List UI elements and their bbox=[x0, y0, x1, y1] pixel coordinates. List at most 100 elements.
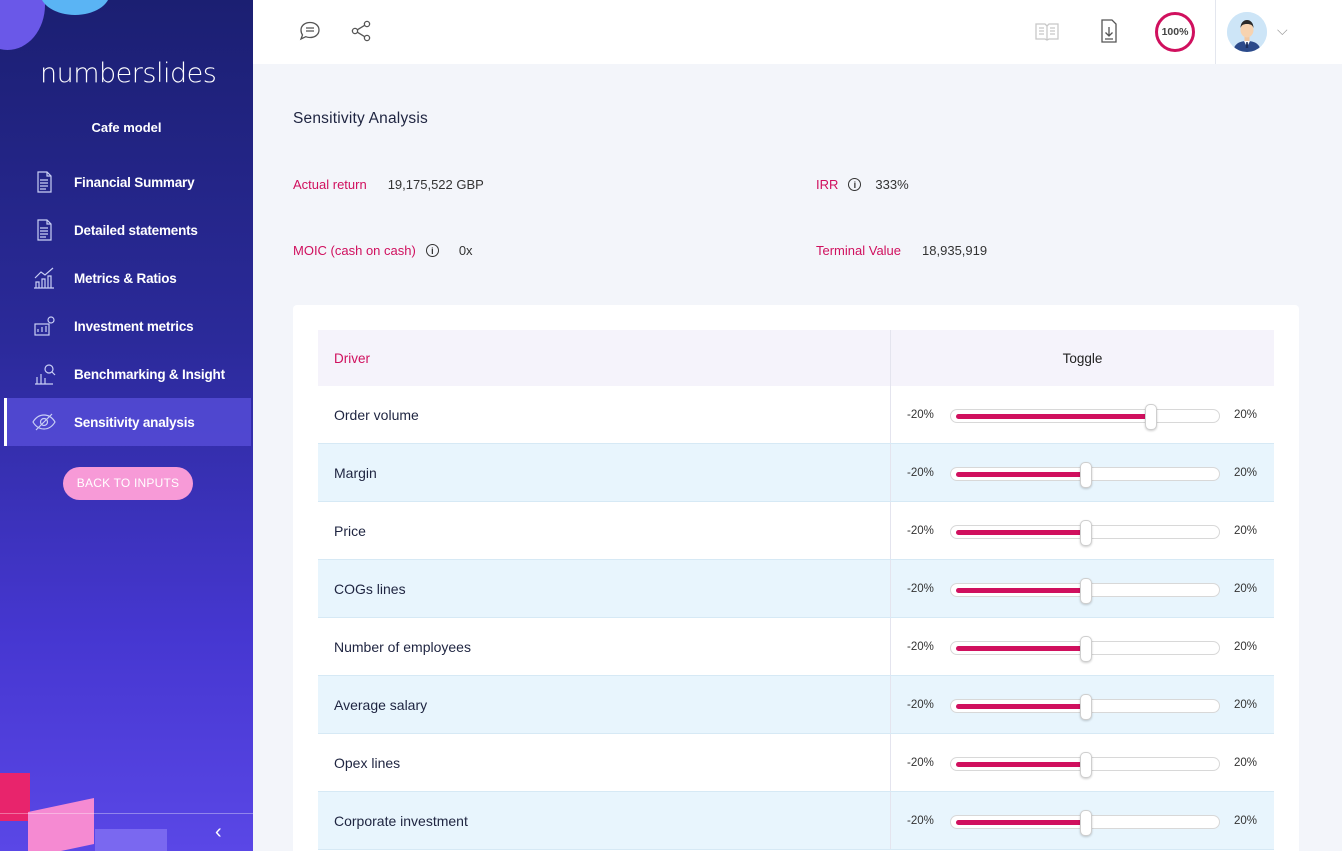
sensitivity-slider[interactable] bbox=[950, 520, 1220, 546]
model-name: Cafe model bbox=[91, 120, 162, 135]
back-to-inputs-button[interactable]: BACK TO INPUTS bbox=[63, 467, 193, 500]
slider-thumb[interactable] bbox=[1080, 694, 1092, 720]
metric-terminal-value: Terminal Value 18,935,919 bbox=[816, 243, 987, 258]
metric-value: 333% bbox=[875, 177, 909, 192]
slider-fill bbox=[956, 414, 1148, 419]
slider-fill bbox=[956, 530, 1083, 535]
document-icon bbox=[30, 169, 58, 195]
table-row: Opex lines -20% 20% bbox=[318, 734, 1274, 792]
collapse-sidebar-icon[interactable]: ‹ bbox=[215, 821, 222, 843]
metric-value: 0x bbox=[458, 243, 473, 258]
driver-name: Number of employees bbox=[318, 618, 891, 675]
sensitivity-slider[interactable] bbox=[950, 636, 1220, 662]
sensitivity-slider[interactable] bbox=[950, 462, 1220, 488]
metric-label: IRR bbox=[816, 177, 839, 192]
range-max-label: 20% bbox=[1234, 698, 1258, 711]
range-max-label: 20% bbox=[1234, 756, 1258, 769]
slider-thumb[interactable] bbox=[1080, 810, 1092, 836]
slider-fill bbox=[956, 762, 1083, 767]
slider-fill bbox=[956, 646, 1083, 651]
sensitivity-card: Driver Toggle Order volume -20% 20% Margin -… bbox=[293, 305, 1299, 851]
eye-icon bbox=[30, 409, 58, 435]
sidebar-item-label: Detailed statements bbox=[74, 222, 198, 238]
sensitivity-slider[interactable] bbox=[950, 752, 1220, 778]
chevron-down-icon[interactable]: ⌵ bbox=[1277, 22, 1288, 38]
toggle-cell: -20% 20% bbox=[891, 444, 1274, 501]
sidebar-item-label: Investment metrics bbox=[74, 318, 194, 334]
sensitivity-slider[interactable] bbox=[950, 694, 1220, 720]
metric-label: Terminal Value bbox=[816, 243, 902, 258]
document-icon bbox=[30, 217, 58, 243]
table-row: Number of employees -20% 20% bbox=[318, 618, 1274, 676]
sidebar-item-financial-summary[interactable]: Financial Summary bbox=[4, 158, 251, 206]
benchmark-icon bbox=[30, 361, 58, 387]
range-min-label: -20% bbox=[907, 814, 934, 827]
sensitivity-slider[interactable] bbox=[950, 578, 1220, 604]
slider-thumb[interactable] bbox=[1080, 752, 1092, 778]
range-min-label: -20% bbox=[907, 524, 934, 537]
sidebar-item-label: Financial Summary bbox=[74, 174, 195, 190]
table-body: Order volume -20% 20% Margin -20% 20% Price -20… bbox=[318, 386, 1274, 850]
driver-name: Corporate investment bbox=[318, 792, 891, 849]
slider-thumb[interactable] bbox=[1080, 520, 1092, 546]
range-max-label: 20% bbox=[1234, 408, 1258, 421]
table-row: Margin -20% 20% bbox=[318, 444, 1274, 502]
sidebar-item-benchmarking-insight[interactable]: Benchmarking & Insight bbox=[4, 350, 251, 398]
range-max-label: 20% bbox=[1234, 814, 1258, 827]
main-content: Sensitivity Analysis Actual return 19,17… bbox=[253, 64, 1342, 851]
range-max-label: 20% bbox=[1234, 582, 1258, 595]
sidebar-nav: Financial Summary Detailed statements Me… bbox=[4, 158, 251, 446]
driver-name: Average salary bbox=[318, 676, 891, 733]
driver-name: Price bbox=[318, 502, 891, 559]
info-icon[interactable]: i bbox=[848, 178, 862, 191]
range-min-label: -20% bbox=[907, 582, 934, 595]
slider-thumb[interactable] bbox=[1080, 578, 1092, 604]
sensitivity-table: Driver Toggle Order volume -20% 20% Margin -… bbox=[318, 330, 1274, 850]
decor-cube bbox=[95, 829, 167, 851]
download-icon[interactable] bbox=[1096, 18, 1122, 44]
table-row: COGs lines -20% 20% bbox=[318, 560, 1274, 618]
slider-fill bbox=[956, 704, 1083, 709]
toggle-cell: -20% 20% bbox=[891, 618, 1274, 675]
sidebar-item-metrics-ratios[interactable]: Metrics & Ratios bbox=[4, 254, 251, 302]
metric-value: 19,175,522 GBP bbox=[387, 177, 484, 192]
divider bbox=[1215, 0, 1216, 64]
slider-thumb[interactable] bbox=[1080, 636, 1092, 662]
range-min-label: -20% bbox=[907, 698, 934, 711]
chart-icon bbox=[30, 265, 58, 291]
sidebar: numberslides Cafe model Financial Summar… bbox=[0, 0, 253, 851]
sidebar-item-label: Benchmarking & Insight bbox=[74, 366, 225, 382]
driver-name: Order volume bbox=[318, 386, 891, 443]
metric-value: 18,935,919 bbox=[922, 243, 988, 258]
metric-actual-return: Actual return 19,175,522 GBP bbox=[293, 177, 484, 192]
range-min-label: -20% bbox=[907, 466, 934, 479]
metric-label: Actual return bbox=[293, 177, 367, 192]
sidebar-item-label: Sensitivity analysis bbox=[74, 414, 195, 430]
page-title: Sensitivity Analysis bbox=[293, 110, 428, 127]
range-max-label: 20% bbox=[1234, 524, 1258, 537]
info-icon[interactable]: i bbox=[425, 244, 439, 257]
sidebar-item-detailed-statements[interactable]: Detailed statements bbox=[4, 206, 251, 254]
table-header: Driver Toggle bbox=[318, 330, 1274, 386]
driver-name: Opex lines bbox=[318, 734, 891, 791]
range-max-label: 20% bbox=[1234, 466, 1258, 479]
sidebar-item-investment-metrics[interactable]: Investment metrics bbox=[4, 302, 251, 350]
slider-fill bbox=[956, 588, 1083, 593]
driver-name: Margin bbox=[318, 444, 891, 501]
metric-moic: MOIC (cash on cash) i 0x bbox=[293, 243, 473, 258]
toggle-cell: -20% 20% bbox=[891, 792, 1274, 849]
range-max-label: 20% bbox=[1234, 640, 1258, 653]
sidebar-footer: ‹ bbox=[0, 813, 253, 851]
table-row: Corporate investment -20% 20% bbox=[318, 792, 1274, 850]
slider-thumb[interactable] bbox=[1080, 462, 1092, 488]
decor-cube bbox=[0, 773, 30, 821]
sensitivity-slider[interactable] bbox=[950, 404, 1220, 430]
sidebar-item-sensitivity-analysis[interactable]: Sensitivity analysis bbox=[4, 398, 251, 446]
share-icon[interactable] bbox=[349, 18, 375, 44]
comment-icon[interactable] bbox=[297, 18, 323, 44]
completion-indicator: 100% bbox=[1155, 12, 1195, 52]
slider-thumb[interactable] bbox=[1144, 404, 1157, 430]
book-icon[interactable] bbox=[1034, 18, 1060, 44]
avatar[interactable] bbox=[1227, 12, 1267, 52]
sensitivity-slider[interactable] bbox=[950, 810, 1220, 836]
